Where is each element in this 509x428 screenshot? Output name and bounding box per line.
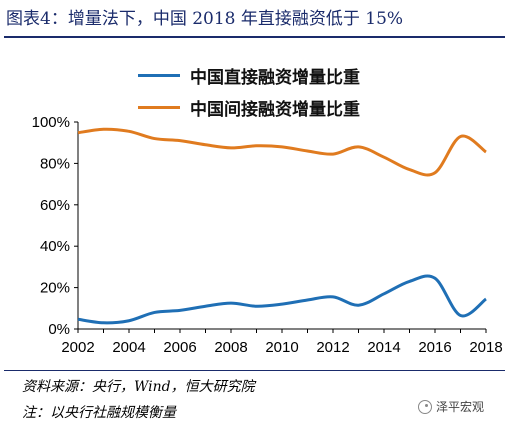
legend-swatch-direct <box>138 73 180 77</box>
legend: 中国直接融资增量比重 中国间接融资增量比重 <box>138 62 360 126</box>
x-tick-label: 2016 <box>418 339 451 356</box>
x-tick-label: 2006 <box>163 339 196 356</box>
title-divider <box>4 36 505 38</box>
y-tick-label: 40% <box>40 238 70 255</box>
y-tick-label: 20% <box>40 280 70 297</box>
x-tick-label: 2012 <box>316 339 349 356</box>
footnote: 注：以央行社融规模衡量 <box>22 405 176 421</box>
x-tick-label: 2018 <box>469 339 502 356</box>
legend-swatch-indirect <box>138 105 180 109</box>
footer-divider <box>4 370 505 371</box>
watermark-text: 泽平宏观 <box>436 400 485 414</box>
y-tick-label: 100% <box>32 114 70 131</box>
y-tick-label: 60% <box>40 197 70 214</box>
watermark: 泽平宏观 <box>418 398 484 415</box>
series-line-direct <box>77 274 487 325</box>
y-tick-label: 0% <box>48 321 70 338</box>
x-tick-label: 2010 <box>265 339 298 356</box>
legend-label-indirect: 中国间接融资增量比重 <box>190 99 360 120</box>
source-note: 资料来源：央行，Wind，恒大研究院 <box>22 379 255 395</box>
legend-item-indirect: 中国间接融资增量比重 <box>138 94 360 120</box>
x-tick-label: 2014 <box>367 339 400 356</box>
wechat-icon <box>418 399 432 414</box>
x-tick-label: 2004 <box>112 339 145 356</box>
line-chart: 0% 20% 40% 60% 80% 100% 2002 2004 2006 2008 2010 20… <box>32 114 503 356</box>
x-tick-label: 2002 <box>61 339 94 356</box>
legend-item-direct: 中国直接融资增量比重 <box>138 62 360 88</box>
legend-label-direct: 中国直接融资增量比重 <box>190 67 360 88</box>
y-tick-label: 80% <box>40 155 70 172</box>
series-line-indirect <box>77 127 487 177</box>
chart-title: 图表4：增量法下，中国 2018 年直接融资低于 15% <box>6 9 404 29</box>
x-tick-label: 2008 <box>214 339 247 356</box>
